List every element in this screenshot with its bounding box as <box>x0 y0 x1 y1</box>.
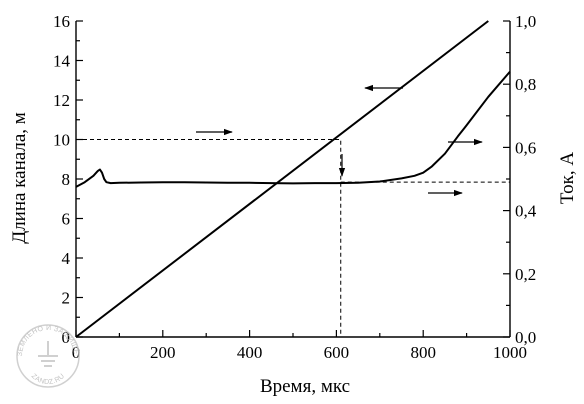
left-y-tick-label: 4 <box>62 249 71 268</box>
left-y-tick-label: 12 <box>53 91 70 110</box>
x-tick-label: 200 <box>150 343 176 362</box>
right-y-tick-label: 1,0 <box>515 12 536 31</box>
left-y-tick-label: 16 <box>53 12 70 31</box>
right-y-tick-label: 0,0 <box>515 328 536 347</box>
x-tick-label: 0 <box>72 343 81 362</box>
left-y-tick-label: 6 <box>62 210 71 229</box>
x-tick-label: 400 <box>237 343 263 362</box>
left-y-tick-label: 8 <box>62 170 71 189</box>
left-y-tick-label: 2 <box>62 289 71 308</box>
left-y-tick-label: 10 <box>53 131 70 150</box>
x-axis-title: Время, мкс <box>260 376 350 397</box>
tick-labels: 0 200 400 600 800 1000 0 2 4 6 8 10 12 14 16 0,0 0,2 0,4 0… <box>53 12 537 362</box>
right-y-tick-label: 0,4 <box>515 202 537 221</box>
right-y-tick-label: 0,8 <box>515 75 536 94</box>
x-tick-label: 800 <box>410 343 436 362</box>
x-tick-label: 1000 <box>493 343 527 362</box>
series-group <box>75 20 511 338</box>
guide-lines <box>76 139 510 337</box>
x-tick-label: 600 <box>324 343 350 362</box>
plot-frame <box>75 21 511 338</box>
ticks <box>75 20 511 338</box>
left-y-tick-label: 14 <box>53 52 71 71</box>
right-y-tick-label: 0,6 <box>515 138 536 157</box>
axis-arrows <box>196 84 483 197</box>
left-y-tick-label: 0 <box>62 328 71 347</box>
right-y-tick-label: 0,2 <box>515 265 536 284</box>
series-length-line <box>75 20 489 338</box>
left-y-axis-title: Длина канала, м <box>9 112 30 244</box>
series-current-line <box>75 70 511 188</box>
right-y-axis-title: Ток, А <box>557 152 578 204</box>
